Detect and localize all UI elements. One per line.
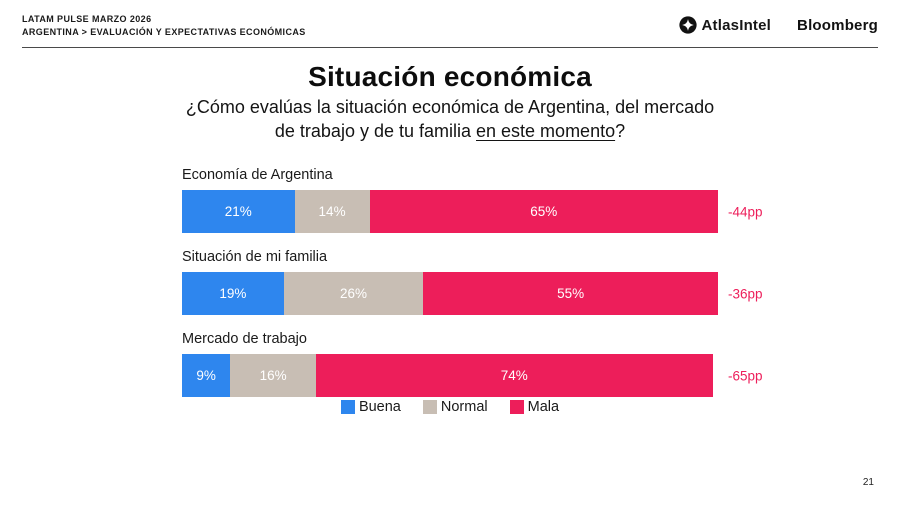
legend-item-mala: Mala — [509, 399, 560, 415]
bar-segment-normal: 26% — [283, 272, 424, 315]
bar-segment-mala: 65% — [369, 190, 718, 233]
header: LATAM PULSE MARZO 2026 ARGENTINA > EVALU… — [0, 0, 900, 39]
net-difference-label: -65pp — [728, 368, 763, 383]
bloomberg-logo: Bloomberg — [797, 16, 878, 34]
chart-legend: Buena Normal Mala — [0, 399, 900, 415]
bar-segment-mala: 74% — [315, 354, 713, 397]
legend-item-normal: Normal — [422, 399, 488, 415]
question-underlined-text: en este momento — [476, 121, 616, 142]
net-difference-label: -44pp — [728, 204, 763, 219]
page-number: 21 — [862, 477, 874, 488]
net-difference-label: -36pp — [728, 286, 763, 301]
legend-swatch-normal — [422, 400, 437, 414]
brand-logos: AtlasIntel Bloomberg — [678, 13, 878, 34]
question-suffix: ? — [615, 121, 626, 142]
report-title: LATAM PULSE MARZO 2026 — [22, 14, 152, 24]
bar-segment-mala: 55% — [423, 272, 718, 315]
atlasintel-wordmark: AtlasIntel — [701, 16, 772, 34]
legend-label: Normal — [440, 399, 488, 415]
legend-label: Buena — [358, 399, 401, 415]
question-text: ¿Cómo evalúas la situación económica de … — [185, 97, 715, 142]
stacked-bar: 19% 26% 55% -36pp — [182, 272, 763, 315]
atlasintel-logo: AtlasIntel — [678, 16, 772, 34]
legend-label: Mala — [527, 399, 560, 415]
legend-swatch-mala — [509, 400, 524, 414]
stacked-bar-chart: Economía de Argentina 21% 14% 65% -44pp Situa… — [182, 166, 763, 397]
chart-row: Economía de Argentina 21% 14% 65% -44pp — [182, 166, 763, 233]
chart-row: Situación de mi familia 19% 26% 55% -36pp — [182, 248, 763, 315]
bar-segment-buena: 19% — [182, 272, 284, 315]
page-title: Situación económica — [308, 61, 592, 93]
atlasintel-icon — [678, 16, 697, 34]
header-divider — [22, 47, 878, 49]
bar-category-label: Mercado de trabajo — [182, 331, 307, 347]
stacked-bar: 21% 14% 65% -44pp — [182, 190, 763, 233]
bar-category-label: Situación de mi familia — [182, 249, 328, 265]
bar-segment-normal: 14% — [294, 190, 370, 233]
bar-segment-buena: 9% — [182, 354, 231, 397]
header-meta: LATAM PULSE MARZO 2026 ARGENTINA > EVALU… — [22, 13, 306, 39]
chart-row: Mercado de trabajo 9% 16% 74% -65pp — [182, 330, 763, 397]
legend-swatch-buena — [340, 400, 355, 414]
bar-category-label: Economía de Argentina — [182, 167, 333, 183]
legend-item-buena: Buena — [340, 399, 401, 415]
breadcrumb: ARGENTINA > EVALUACIÓN Y EXPECTATIVAS EC… — [22, 27, 306, 38]
stacked-bar: 9% 16% 74% -65pp — [182, 354, 763, 397]
bar-segment-normal: 16% — [230, 354, 316, 397]
survey-question: ¿Cómo evalúas la situación económica de … — [178, 96, 723, 144]
bar-segment-buena: 21% — [182, 190, 295, 233]
